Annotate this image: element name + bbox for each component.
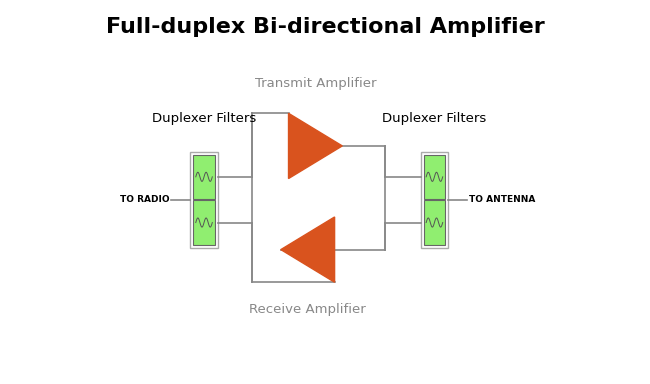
Text: Duplexer Filters: Duplexer Filters (152, 112, 256, 125)
Polygon shape (281, 217, 335, 282)
Bar (421, 152, 448, 248)
Polygon shape (289, 113, 343, 179)
Bar (194, 155, 214, 199)
Text: Full-duplex Bi-directional Amplifier: Full-duplex Bi-directional Amplifier (105, 17, 545, 37)
Bar (424, 200, 445, 245)
Text: Receive Amplifier: Receive Amplifier (250, 303, 366, 316)
Text: TO RADIO: TO RADIO (120, 195, 169, 204)
Bar (194, 200, 214, 245)
Bar (424, 155, 445, 199)
Text: TO ANTENNA: TO ANTENNA (469, 195, 536, 204)
Text: Duplexer Filters: Duplexer Filters (382, 112, 487, 125)
Text: Transmit Amplifier: Transmit Amplifier (255, 77, 376, 90)
Bar (190, 152, 218, 248)
